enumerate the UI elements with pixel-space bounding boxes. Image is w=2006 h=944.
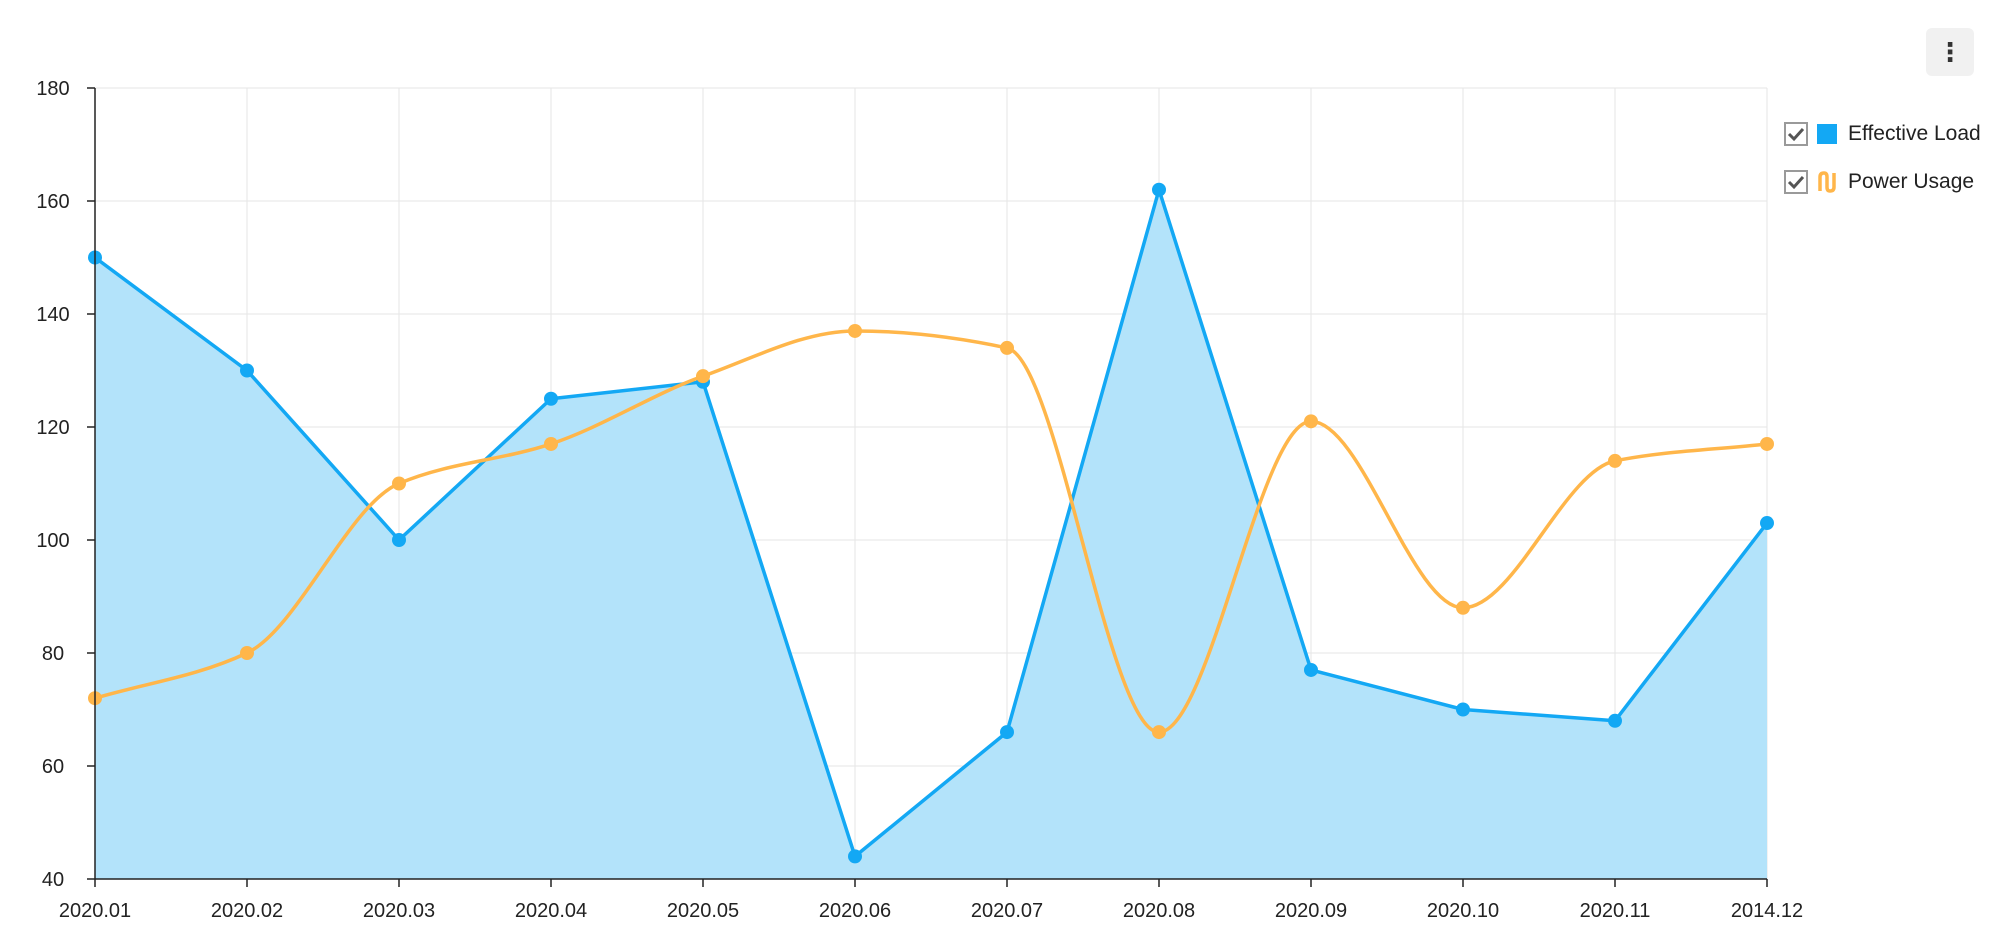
x-tick-label: 2020.04 bbox=[515, 900, 587, 922]
effective-load-point bbox=[1304, 662, 1318, 677]
effective-load-point bbox=[1608, 713, 1622, 728]
checkmark-icon bbox=[1787, 127, 1805, 142]
legend-label: Power Usage bbox=[1848, 170, 1975, 193]
y-tick-label: 80 bbox=[42, 643, 64, 665]
x-tick-label: 2020.09 bbox=[1275, 900, 1347, 922]
effective-load-area-fill bbox=[95, 189, 1767, 879]
chart-menu-button[interactable]: ⋮ bbox=[1926, 28, 1974, 76]
x-tick-label: 2020.07 bbox=[971, 900, 1043, 922]
legend-checkbox[interactable] bbox=[1784, 170, 1808, 194]
chart-axes: 40 60 80 100 120 140 160 180 2020.01 2020.02 2020.… bbox=[36, 78, 1803, 922]
power-usage-point bbox=[240, 646, 254, 660]
x-tick-label: 2020.02 bbox=[211, 900, 283, 922]
power-usage-point bbox=[1608, 453, 1622, 468]
power-usage-point bbox=[848, 323, 862, 338]
x-tick-label: 2020.03 bbox=[363, 900, 435, 922]
x-tick-label: 2020.11 bbox=[1580, 900, 1651, 922]
effective-load-point bbox=[1760, 516, 1774, 531]
power-usage-point bbox=[1000, 340, 1014, 355]
area-series-icon bbox=[1816, 123, 1838, 145]
effective-load-point bbox=[392, 533, 406, 547]
power-usage-point bbox=[392, 476, 406, 491]
x-tick-label: 2020.10 bbox=[1427, 900, 1499, 922]
chart-series-layer bbox=[88, 182, 1774, 879]
y-tick-label: 140 bbox=[36, 304, 69, 326]
x-tick-label: 2014.12 bbox=[1731, 900, 1803, 922]
x-tick-label: 2020.01 bbox=[59, 900, 131, 922]
power-usage-point bbox=[696, 369, 710, 384]
effective-load-point bbox=[240, 363, 254, 378]
x-tick-label: 2020.06 bbox=[819, 900, 891, 922]
legend-item-power-usage[interactable]: Power Usage bbox=[1784, 158, 1981, 206]
vertical-ellipsis-icon: ⋮ bbox=[1937, 37, 1963, 67]
x-tick-label: 2020.05 bbox=[667, 900, 739, 922]
legend-label: Effective Load bbox=[1848, 122, 1981, 145]
y-tick-label: 120 bbox=[36, 417, 69, 439]
y-tick-label: 180 bbox=[36, 78, 69, 100]
checkmark-icon bbox=[1787, 175, 1805, 190]
legend-checkbox[interactable] bbox=[1784, 122, 1808, 146]
power-usage-point bbox=[1456, 600, 1470, 615]
spline-series-icon bbox=[1816, 171, 1838, 193]
x-tick-label: 2020.08 bbox=[1123, 900, 1195, 922]
effective-load-point bbox=[1152, 182, 1166, 197]
power-usage-point bbox=[544, 436, 558, 451]
effective-load-point bbox=[1000, 725, 1014, 740]
y-tick-label: 60 bbox=[42, 756, 64, 778]
legend-item-effective-load[interactable]: Effective Load bbox=[1784, 110, 1981, 158]
y-tick-label: 160 bbox=[36, 191, 69, 213]
power-usage-point bbox=[1760, 436, 1774, 451]
effective-load-point bbox=[848, 849, 862, 864]
effective-load-point bbox=[1456, 702, 1470, 717]
power-usage-point bbox=[1152, 725, 1166, 740]
y-tick-label: 40 bbox=[42, 869, 64, 891]
effective-load-point bbox=[544, 391, 558, 406]
power-usage-point bbox=[1304, 414, 1318, 429]
y-tick-label: 100 bbox=[36, 530, 69, 552]
effective-load-line bbox=[93, 187, 1769, 859]
chart-legend: Effective Load Power Usage bbox=[1784, 110, 1981, 206]
